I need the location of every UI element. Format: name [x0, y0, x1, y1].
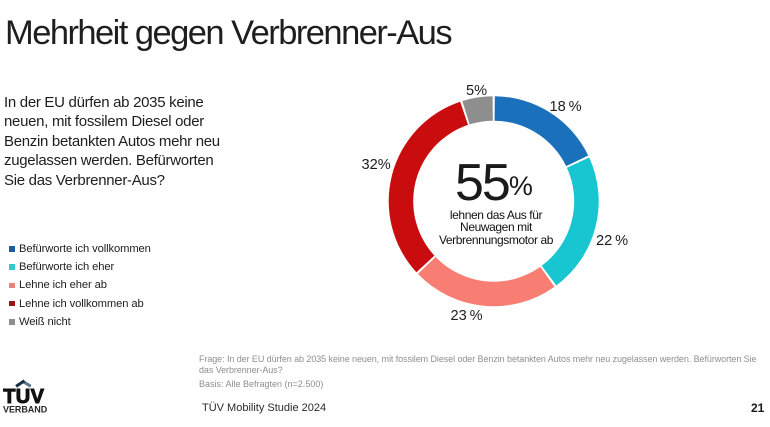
- svg-text:TUV: TUV: [3, 386, 44, 408]
- svg-text:VERBAND: VERBAND: [3, 404, 48, 414]
